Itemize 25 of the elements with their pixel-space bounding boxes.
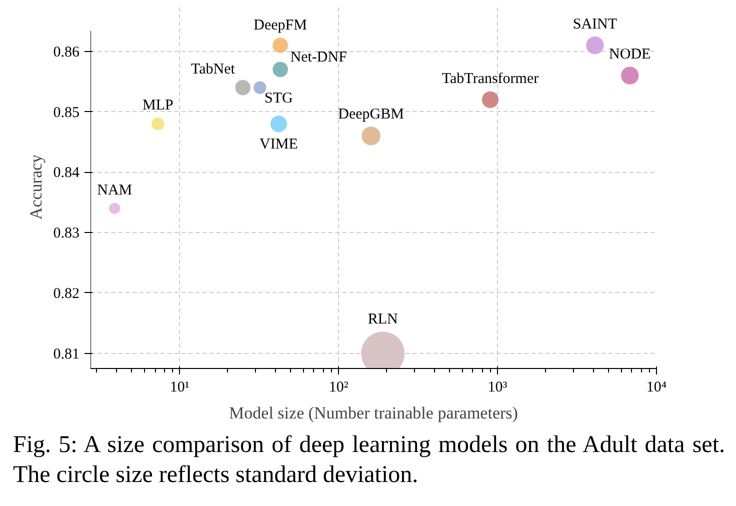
x-axis-title: Model size (Number trainable parameters) bbox=[229, 404, 518, 422]
y-tick-label: 0.83 bbox=[53, 226, 80, 242]
x-tick-label: 10¹ bbox=[170, 380, 190, 396]
series-label: VIME bbox=[260, 136, 298, 152]
series-label: NAM bbox=[97, 182, 132, 199]
series-label: TabNet bbox=[191, 62, 236, 78]
y-tick-label: 0.81 bbox=[53, 346, 80, 362]
x-tick-label: 10³ bbox=[488, 380, 508, 396]
series-label: MLP bbox=[142, 97, 174, 114]
y-tick-label: 0.82 bbox=[53, 286, 80, 302]
series-label: DeepGBM bbox=[338, 106, 404, 122]
series-label: NODE bbox=[609, 46, 651, 62]
y-tick-label: 0.84 bbox=[53, 165, 80, 182]
series-label: Net-DNF bbox=[290, 49, 347, 66]
series-label: DeepFM bbox=[254, 17, 307, 34]
series-label: RLN bbox=[368, 311, 398, 328]
series-label: TabTransformer bbox=[442, 71, 539, 88]
y-tick-label: 0.86 bbox=[53, 44, 80, 60]
series-label: SAINT bbox=[572, 16, 618, 32]
y-axis-title: Accuracy bbox=[26, 154, 46, 220]
x-tick-label: 10² bbox=[328, 380, 349, 396]
caption: Fig. 5: A size comparison of deep learning models on the Adult data set. The circle size reflects standard deviation. bbox=[13, 431, 725, 490]
y-tick-label: 0.85 bbox=[53, 104, 80, 121]
series-label: STG bbox=[264, 90, 294, 107]
x-tick-label: 10⁴ bbox=[646, 380, 667, 396]
